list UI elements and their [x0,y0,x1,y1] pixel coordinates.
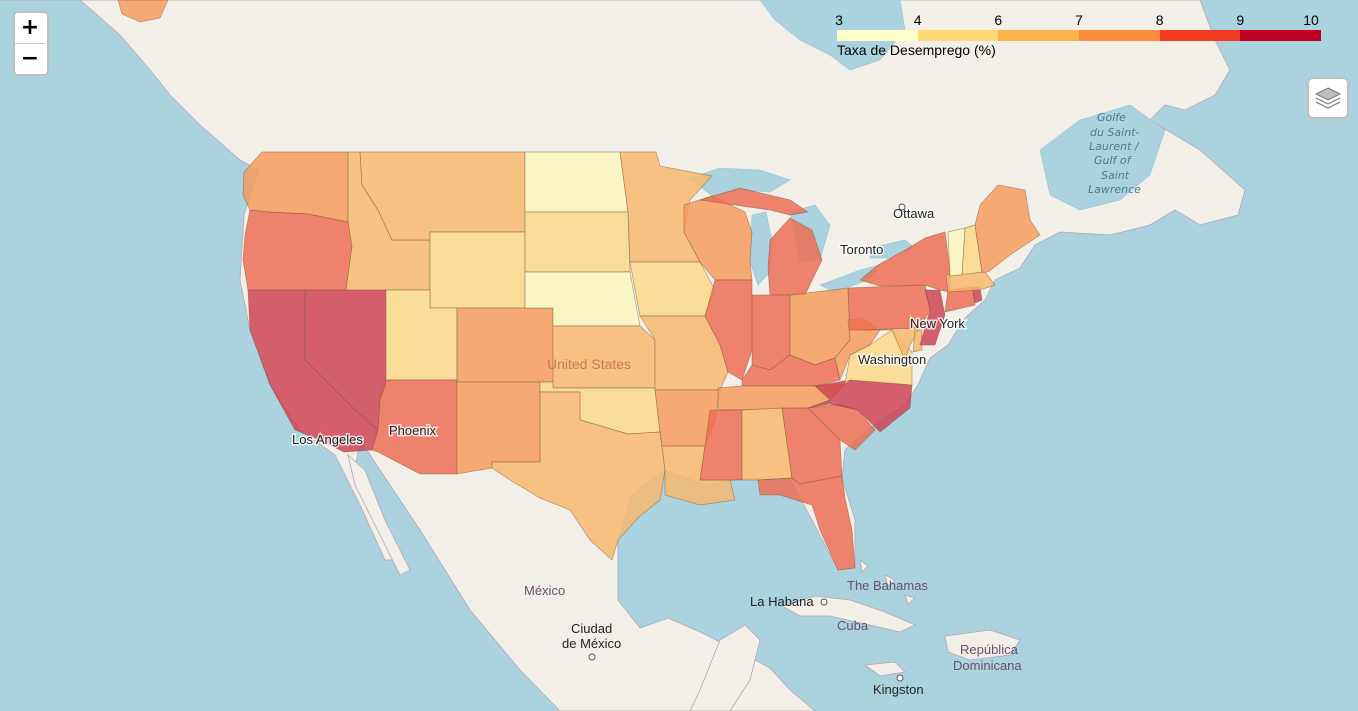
legend-bin-2 [998,30,1079,41]
label-new-york: New York [910,316,965,331]
state-IL[interactable] [704,279,753,381]
label-gulf-5: Saint [1101,169,1130,182]
mexico-city-dot [588,653,596,661]
state-IA[interactable] [629,261,716,317]
zoom-in-button[interactable]: + [15,13,45,43]
legend-bin-0 [837,30,918,41]
legend-ticks: 3 4 6 7 8 9 10 [834,10,1324,30]
label-gulf-6: Lawrence [1088,183,1141,196]
label-gulf-1: Golfe [1097,111,1126,124]
legend-color-bar [837,30,1321,41]
label-toronto: Toronto [840,242,883,257]
label-mexico: México [524,583,565,598]
legend-tick-3: 3 [835,12,843,28]
state-AK[interactable] [117,0,169,23]
label-gulf-3: Laurent / [1089,140,1140,153]
state-TX[interactable] [491,391,666,561]
label-gulf-4: Gulf of [1094,154,1133,167]
ottawa-dot [898,203,906,211]
label-washington: Washington [858,352,926,367]
legend: 3 4 6 7 8 9 10 Taxa de Desemprego (%) [834,10,1324,62]
legend-bin-3 [1078,30,1160,41]
zoom-control: + − [13,11,49,76]
cuba-island [780,595,916,633]
state-CO[interactable] [456,307,554,383]
label-mexico-city-1: Ciudad [571,621,612,636]
state-IN[interactable] [751,294,791,371]
hispaniola-island [944,629,1021,661]
label-los-angeles: Los Angeles [292,432,363,447]
state-SD[interactable] [524,211,631,273]
label-cuba: Cuba [837,618,869,633]
states-layer [117,0,1041,571]
state-ND[interactable] [524,151,629,213]
label-phoenix: Phoenix [389,423,436,438]
label-bahamas: The Bahamas [847,578,928,593]
state-FL[interactable] [757,475,856,571]
legend-bin-4 [1159,30,1241,41]
state-OR[interactable] [242,209,353,291]
zoom-out-button[interactable]: − [15,43,45,74]
layers-control-button[interactable] [1307,77,1349,119]
legend-bin-5 [1240,30,1321,41]
legend-tick-4: 4 [913,12,922,28]
place-labels: Ottawa Toronto New York Washington Los A… [291,111,1142,697]
legend-tick-9: 9 [1236,12,1245,28]
label-la-habana: La Habana [750,594,814,609]
state-WY[interactable] [429,231,526,309]
gulf-st-lawrence [1039,104,1166,211]
state-NM[interactable] [456,381,541,475]
label-gulf-2: du Saint- [1090,126,1140,139]
jamaica-island [863,661,906,677]
baja-california [347,453,411,576]
legend-bin-1 [917,30,999,41]
state-ME[interactable] [974,184,1041,273]
label-dominicana-1: República [960,642,1019,657]
legend-tick-6: 6 [994,12,1003,28]
yucatan [689,624,761,711]
legend-tick-8: 8 [1155,12,1164,28]
label-mexico-city-2: de México [562,636,621,651]
label-kingston: Kingston [873,682,924,697]
label-united-states: United States [547,356,631,372]
legend-caption: Taxa de Desemprego (%) [837,42,996,58]
state-DE[interactable] [912,329,923,353]
hudson-bay [759,0,906,71]
legend-tick-10: 10 [1303,12,1319,28]
layers-icon [1314,87,1342,109]
legend-tick-7: 7 [1075,12,1083,28]
bahamas-islands [859,559,916,605]
habana-dot [820,598,828,606]
state-MD[interactable] [861,327,921,361]
label-dominicana-2: Dominicana [953,658,1022,673]
state-MI[interactable] [699,187,823,296]
kingston-dot [896,674,904,682]
